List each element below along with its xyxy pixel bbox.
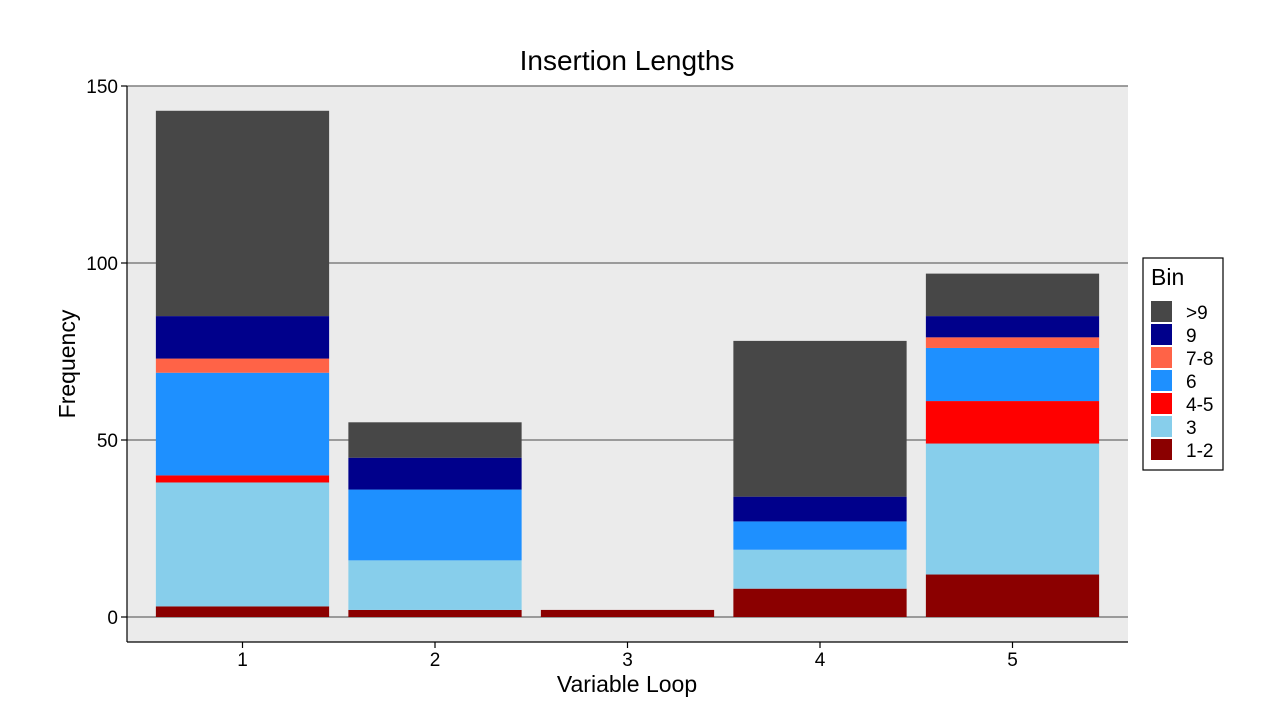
bar-segment [348, 489, 522, 561]
bar-segment [155, 110, 330, 317]
bar-segment [155, 482, 330, 607]
bar-segment [925, 401, 1100, 444]
legend-items: >997-864-531-2 [1151, 301, 1213, 462]
legend-swatch [1151, 370, 1172, 391]
x-tick-label: 4 [815, 650, 826, 671]
x-tick-label: 2 [430, 650, 441, 671]
bars [155, 110, 1100, 617]
legend-label: 1-2 [1186, 441, 1213, 462]
y-tick-label: 150 [86, 77, 118, 98]
bar-segment [348, 422, 522, 458]
legend-swatch [1151, 393, 1172, 414]
bar-segment [155, 358, 330, 373]
bar-segment [925, 337, 1100, 348]
legend-swatch [1151, 301, 1172, 322]
x-tick-label: 3 [622, 650, 633, 671]
legend-swatch [1151, 416, 1172, 437]
bar-segment [155, 475, 330, 483]
legend-label: 7-8 [1186, 349, 1213, 370]
chart-title: Insertion Lengths [520, 45, 735, 76]
x-tick-label: 5 [1007, 650, 1018, 671]
bar-segment [925, 273, 1100, 317]
bar-segment [925, 316, 1100, 338]
bar-segment [348, 560, 522, 610]
bar-segment [733, 549, 907, 589]
legend-label: 6 [1186, 372, 1197, 393]
bar-segment [925, 443, 1100, 575]
bar-segment [733, 521, 907, 550]
bar-segment [155, 606, 330, 617]
y-tick-label: 0 [107, 608, 118, 629]
y-axis-ticks: 0 50 100 150 [86, 77, 127, 629]
legend-label: 3 [1186, 418, 1197, 439]
x-axis-title: Variable Loop [557, 671, 697, 697]
x-tick-label: 1 [237, 650, 248, 671]
bar-segment [540, 609, 715, 617]
bar-segment [733, 588, 907, 617]
legend-title: Bin [1151, 264, 1184, 290]
bar-segment [733, 496, 907, 522]
legend-label: >9 [1186, 303, 1208, 324]
legend-swatch [1151, 347, 1172, 368]
y-tick-label: 100 [86, 254, 118, 275]
legend-label: 9 [1186, 326, 1197, 347]
bar-segment [348, 609, 522, 617]
legend-swatch [1151, 439, 1172, 460]
y-axis-title: Frequency [54, 309, 80, 418]
bar-segment [348, 457, 522, 490]
bar-segment [733, 340, 907, 497]
bar-segment [155, 316, 330, 359]
legend-swatch [1151, 324, 1172, 345]
bar-segment [155, 372, 330, 476]
bar-segment [925, 347, 1100, 402]
y-tick-label: 50 [97, 431, 118, 452]
x-axis-ticks: 1 2 3 4 5 [237, 642, 1018, 671]
bar-segment [925, 574, 1100, 617]
legend-label: 4-5 [1186, 395, 1213, 416]
legend: Bin >997-864-531-2 [1142, 257, 1224, 471]
